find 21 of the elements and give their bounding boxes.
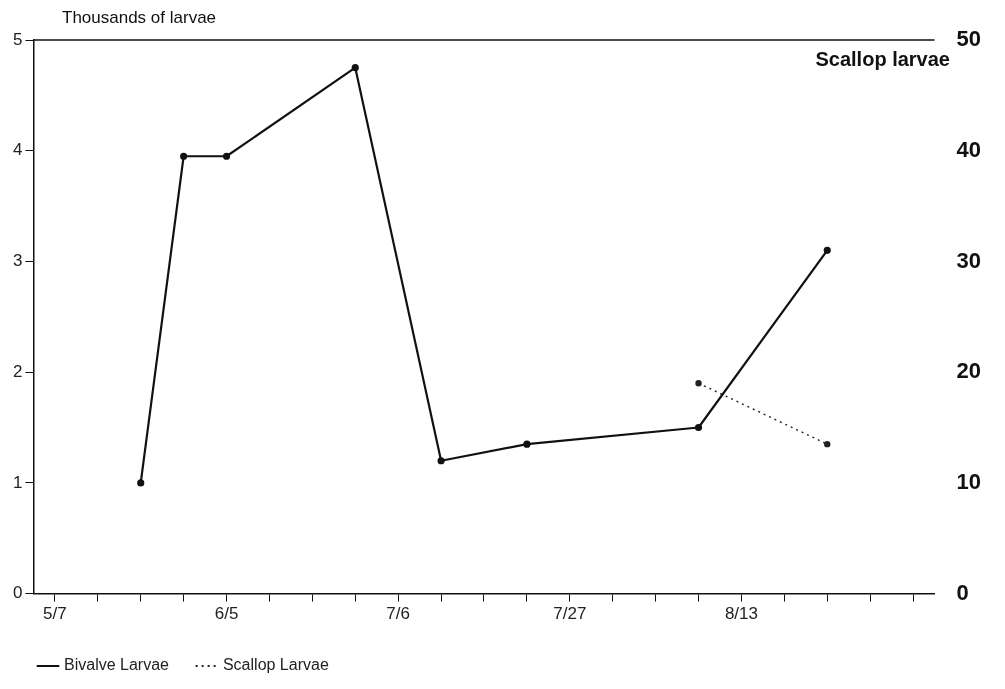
y2-tick-label: 10 (956, 468, 982, 494)
y-tick-label: 0 (12, 583, 23, 603)
y-axis-title: Thousands of larvae (62, 8, 217, 28)
x-tick-label: 5/7 (43, 604, 67, 624)
x-tick-label: 7/6 (386, 604, 410, 624)
legend-label: Bivalve Larvae (64, 656, 170, 674)
y2-tick-label: 30 (956, 247, 982, 273)
y2-tick-label: 40 (956, 136, 982, 162)
x-tick-label: 6/5 (214, 604, 239, 624)
y-tick-label: 1 (12, 472, 23, 492)
y2-tick-label: 0 (956, 579, 969, 605)
y2-tick-label: 50 (956, 26, 982, 52)
legend-label: Scallop Larvae (222, 656, 329, 674)
y2-axis-title: Scallop larvae (815, 48, 950, 71)
y-tick-label: 4 (12, 140, 23, 160)
y-tick-label: 2 (12, 361, 23, 381)
y-tick-label: 3 (12, 251, 23, 271)
y-tick-label: 5 (12, 29, 23, 49)
x-tick-label: 7/27 (553, 604, 587, 624)
y2-tick-label: 20 (956, 358, 982, 384)
x-tick-label: 8/13 (724, 604, 758, 624)
